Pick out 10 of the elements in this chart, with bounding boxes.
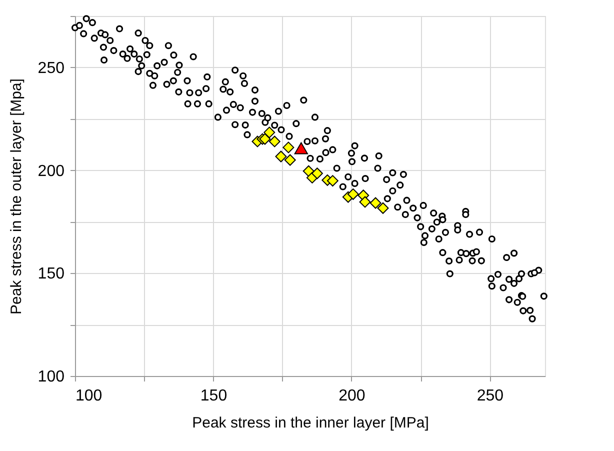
y-tick-label: 200 xyxy=(38,162,65,180)
x-tick-label: 250 xyxy=(476,388,504,404)
y-axis-title: Peak stress in the outer layer [Mpa] xyxy=(8,78,25,314)
y-tick-label: 250 xyxy=(38,60,65,77)
y-tick-label: 150 xyxy=(38,266,65,283)
x-axis-title: Peak stress in the inner layer [MPa] xyxy=(192,414,429,432)
x-tick-label: 150 xyxy=(200,388,228,404)
x-tick-label: 100 xyxy=(76,388,102,404)
x-tick-label: 200 xyxy=(338,388,366,404)
y-tick-label: 100 xyxy=(38,368,65,386)
